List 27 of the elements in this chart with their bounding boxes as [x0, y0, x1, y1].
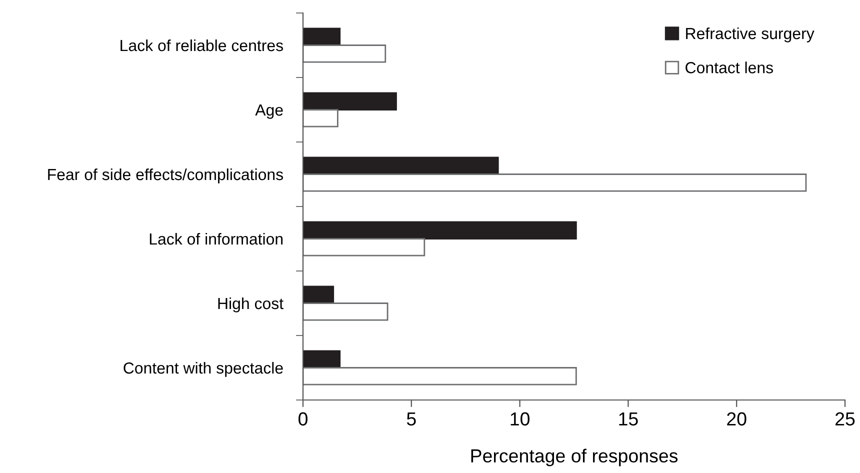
x-tick-label: 10: [510, 412, 530, 426]
bar: [303, 350, 341, 368]
x-tick-label: 0: [298, 412, 308, 426]
x-tick-label: 20: [727, 412, 746, 426]
bar: [303, 109, 338, 128]
bar: [303, 221, 577, 240]
bar: [303, 286, 334, 304]
bar: [303, 92, 397, 110]
bar: [303, 238, 426, 256]
x-tick-label: 15: [619, 412, 638, 426]
bar: [303, 44, 386, 63]
y-tick-label: Age: [255, 104, 283, 119]
bar: [303, 28, 341, 46]
bar: [303, 156, 499, 175]
y-tick-label: Fear of side effects/complications: [48, 168, 283, 184]
y-tick-label: Lack of reliable centres: [120, 39, 283, 52]
bar: [303, 367, 577, 386]
y-tick-label: High cost: [218, 297, 284, 312]
x-axis-title: Percentage of responses: [471, 448, 678, 466]
legend-label: Refractive surgery: [686, 27, 814, 42]
y-tick-label: Content with spectacle: [124, 362, 283, 377]
legend-label: Contact lens: [686, 62, 773, 74]
y-tick-label: Lack of information: [150, 232, 283, 245]
x-tick-label: 5: [406, 412, 416, 426]
x-tick-label: 25: [836, 412, 855, 426]
bar: [303, 174, 807, 192]
bar: [303, 302, 388, 321]
